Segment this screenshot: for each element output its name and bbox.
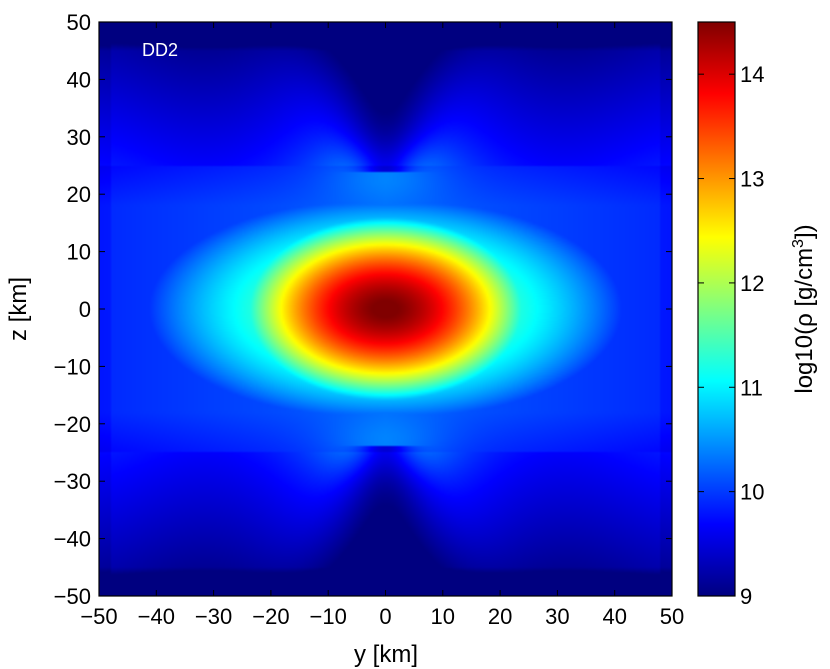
colorbar-tick-label: 11 — [740, 375, 763, 400]
x-tick-label: 40 — [602, 604, 626, 629]
colorbar: 9 10 11 12 13 14 log10(ρ [g/cm3]) — [697, 21, 818, 609]
y-tick-label: 30 — [67, 125, 91, 150]
y-tick-label: −50 — [54, 584, 91, 609]
x-tick-label: −50 — [80, 604, 117, 629]
x-tick-label: −10 — [310, 604, 347, 629]
y-tick-label: 10 — [67, 240, 91, 265]
y-tick-label: 20 — [67, 182, 91, 207]
y-tick-label: −40 — [54, 527, 91, 552]
y-tick-label: 50 — [67, 10, 91, 35]
colorbar-label: log10(ρ [g/cm3]) — [790, 224, 818, 393]
colorbar-tick-label: 10 — [740, 480, 764, 505]
x-tick-label: 10 — [431, 604, 455, 629]
x-tick-label: 20 — [488, 604, 512, 629]
y-tick-label: −30 — [54, 469, 91, 494]
density-heatmap — [99, 22, 672, 596]
x-tick-label: 30 — [545, 604, 569, 629]
x-tick-label: 50 — [660, 604, 684, 629]
colorbar-tick-label: 12 — [740, 271, 764, 296]
colorbar-gradient — [697, 21, 736, 597]
y-tick-label: 40 — [67, 67, 91, 92]
y-axis-label: z [km] — [5, 277, 32, 341]
colorbar-tick-label: 13 — [740, 167, 764, 192]
colorbar-label-prefix: log10(ρ [g/cm — [791, 248, 818, 394]
heatmap-plot-area — [98, 21, 673, 597]
colorbar-tick-label: 9 — [740, 584, 752, 609]
colorbar-tick-label: 14 — [740, 62, 764, 87]
model-annotation: DD2 — [142, 40, 178, 60]
colorbar-label-suffix: ]) — [791, 224, 818, 239]
x-axis-ticks: −50 −40 −30 −20 −10 0 10 20 30 40 50 — [80, 22, 684, 629]
y-tick-label: 0 — [79, 297, 91, 322]
x-tick-label: −40 — [138, 604, 175, 629]
x-axis-label: y [km] — [354, 641, 418, 668]
x-tick-label: −30 — [195, 604, 232, 629]
colorbar-label-sup: 3 — [790, 239, 807, 248]
x-tick-label: 0 — [379, 604, 391, 629]
y-tick-label: −20 — [54, 412, 91, 437]
x-tick-label: −20 — [252, 604, 289, 629]
y-tick-label: −10 — [54, 354, 91, 379]
colorbar-ticks: 9 10 11 12 13 14 — [698, 62, 764, 609]
y-axis-ticks: 50 40 30 20 10 0 −10 −20 −30 −40 −50 — [54, 10, 672, 609]
